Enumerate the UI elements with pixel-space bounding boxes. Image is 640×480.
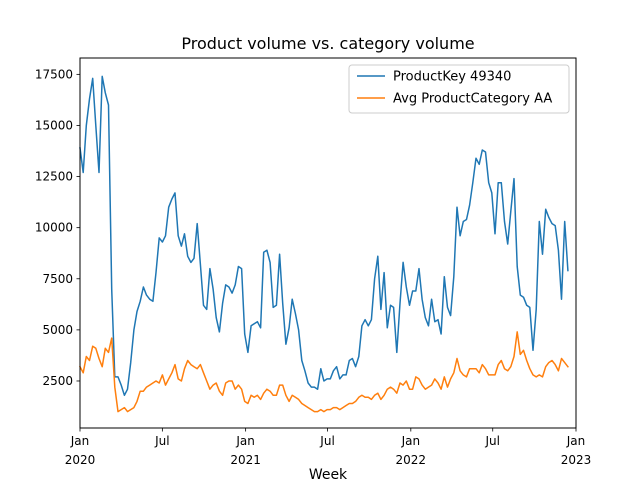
y-tick-label: 2500 bbox=[42, 374, 73, 388]
x-axis: Jan 2020 Jul Jan 2021 Jul Jan 2022 Jul Jan 2023 bbox=[65, 428, 592, 467]
x-tick-label: Jul bbox=[319, 434, 334, 448]
y-tick-label: 5000 bbox=[42, 323, 73, 337]
legend-box bbox=[348, 64, 570, 114]
series-line-1 bbox=[79, 75, 569, 397]
x-tick-year-label: 2020 bbox=[65, 453, 96, 467]
x-tick-year-label: 2021 bbox=[230, 453, 261, 467]
x-axis-label: Week bbox=[309, 467, 348, 480]
y-tick-label: 12500 bbox=[35, 170, 73, 184]
series-line-2 bbox=[78, 331, 569, 413]
x-tick-year-label: 2022 bbox=[396, 453, 427, 467]
plot-frame bbox=[79, 57, 577, 429]
x-tick-label: Jan bbox=[70, 434, 90, 448]
legend-label-1: ProductKey 49340 bbox=[393, 70, 511, 85]
y-axis: 2500 5000 7500 10000 12500 15000 17500 bbox=[35, 67, 80, 388]
y-tick-label: 10000 bbox=[35, 221, 73, 235]
y-tick-label: 15000 bbox=[35, 118, 73, 132]
series-layer bbox=[78, 75, 569, 413]
x-tick-label: Jan bbox=[235, 434, 255, 448]
legend: ProductKey 49340 Avg ProductCategory AA bbox=[348, 64, 570, 114]
x-tick-label: Jul bbox=[484, 434, 499, 448]
chart-title: Product volume vs. category volume bbox=[181, 34, 474, 53]
legend-label-2: Avg ProductCategory AA bbox=[393, 92, 552, 107]
x-tick-label: Jul bbox=[154, 434, 169, 448]
x-tick-label: Jan bbox=[401, 434, 421, 448]
y-tick-label: 17500 bbox=[35, 67, 73, 81]
x-tick-year-label: 2023 bbox=[561, 453, 592, 467]
y-tick-label: 7500 bbox=[42, 272, 73, 286]
x-tick-label: Jan bbox=[566, 434, 586, 448]
